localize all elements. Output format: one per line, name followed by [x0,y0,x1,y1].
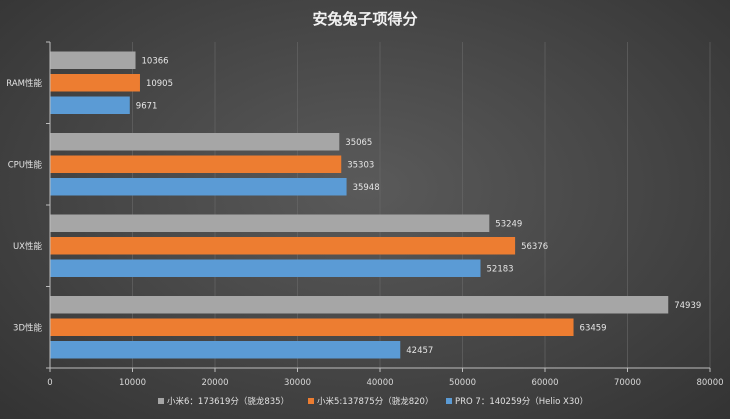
bar [50,237,516,255]
data-label: 35948 [353,183,380,193]
bar [50,259,481,277]
data-label: 9671 [136,101,158,111]
bar [50,296,669,314]
bar [50,178,347,196]
category-label: RAM性能 [6,78,42,89]
legend-swatch [446,398,452,404]
bar [50,51,136,69]
data-label: 10366 [142,56,169,66]
x-tick-label: 40000 [366,378,393,388]
chart-title: 安兔兔子项得分 [312,10,417,28]
x-tick-label: 50000 [449,378,476,388]
legend-label: 小米6：173619分（骁龙835） [167,396,289,407]
x-tick-label: 70000 [614,378,641,388]
category-label: UX性能 [13,241,43,252]
x-tick-label: 0 [47,378,52,388]
x-tick-label: 60000 [531,378,558,388]
legend-label: 小米5:137875分（骁龙820） [317,396,433,407]
grid-lines [132,42,711,368]
x-tick-label: 80000 [696,378,723,388]
data-labels: 10366 10905 9671 35065 35303 35948 53249 56376 5… [136,56,702,356]
legend: 小米6：173619分（骁龙835） 小米5:137875分（骁龙820） PRO … [158,396,588,407]
bar [50,133,340,151]
bar [50,318,574,336]
data-label: 52183 [487,264,514,274]
bar [50,214,490,232]
bar [50,155,342,173]
x-tick-label: 20000 [201,378,228,388]
bar [50,96,130,114]
legend-swatch [308,398,314,404]
data-label: 63459 [580,323,607,333]
x-tick-label: 10000 [119,378,146,388]
category-label: 3D性能 [13,322,42,333]
data-label: 35303 [347,160,374,170]
data-label: 42457 [406,346,433,356]
category-label: CPU性能 [8,159,43,170]
data-label: 56376 [521,242,548,252]
data-label: 74939 [674,301,701,311]
data-label: 35065 [345,138,372,148]
legend-swatch [158,398,164,404]
bar [50,341,401,359]
bar [50,74,140,92]
legend-label: PRO 7：140259分（Helio X30） [455,396,588,407]
data-label: 53249 [495,219,522,229]
x-tick-label: 30000 [284,378,311,388]
bars [50,51,669,359]
data-label: 10905 [146,79,173,89]
axes: 0 10000 20000 30000 40000 50000 60000 70000 8000… [6,41,724,388]
